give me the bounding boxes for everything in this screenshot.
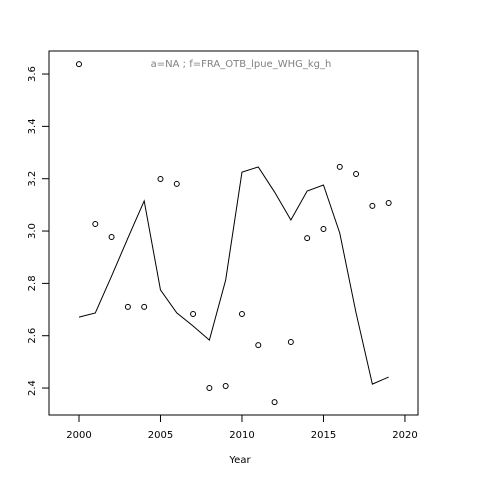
point [157,175,164,182]
point [255,342,262,349]
point [108,234,115,241]
x-tick-label: 2010 [229,430,254,441]
y-tick-label: 2.4 [27,380,38,396]
point [385,200,392,207]
point [92,220,99,227]
chart-title: a=NA ; f=FRA_OTB_lpue_WHG_kg_h [151,59,332,70]
x-tick-label: 2015 [311,430,336,441]
point [304,235,311,242]
point [238,310,245,317]
x-axis-label: Year [228,455,251,466]
y-tick-label: 3.0 [27,223,38,239]
point [206,385,213,392]
point [173,180,180,187]
point [271,399,278,406]
point [75,61,82,68]
x-tick-label: 2005 [148,430,173,441]
y-tick-label: 3.2 [27,171,38,187]
point [124,303,131,310]
point [141,303,148,310]
line [78,166,389,385]
point [369,202,376,209]
x-tick-label: 2000 [66,430,91,441]
point [320,225,327,232]
plot-box [48,50,419,416]
point [190,310,197,317]
y-tick-label: 2.8 [27,275,38,291]
y-tick-label: 3.4 [27,118,38,134]
x-tick-label: 2020 [392,430,417,441]
point [287,338,294,345]
point [336,163,343,170]
y-tick-label: 3.6 [27,66,38,82]
point [353,170,360,177]
y-tick-label: 2.6 [27,328,38,344]
point [222,382,229,389]
